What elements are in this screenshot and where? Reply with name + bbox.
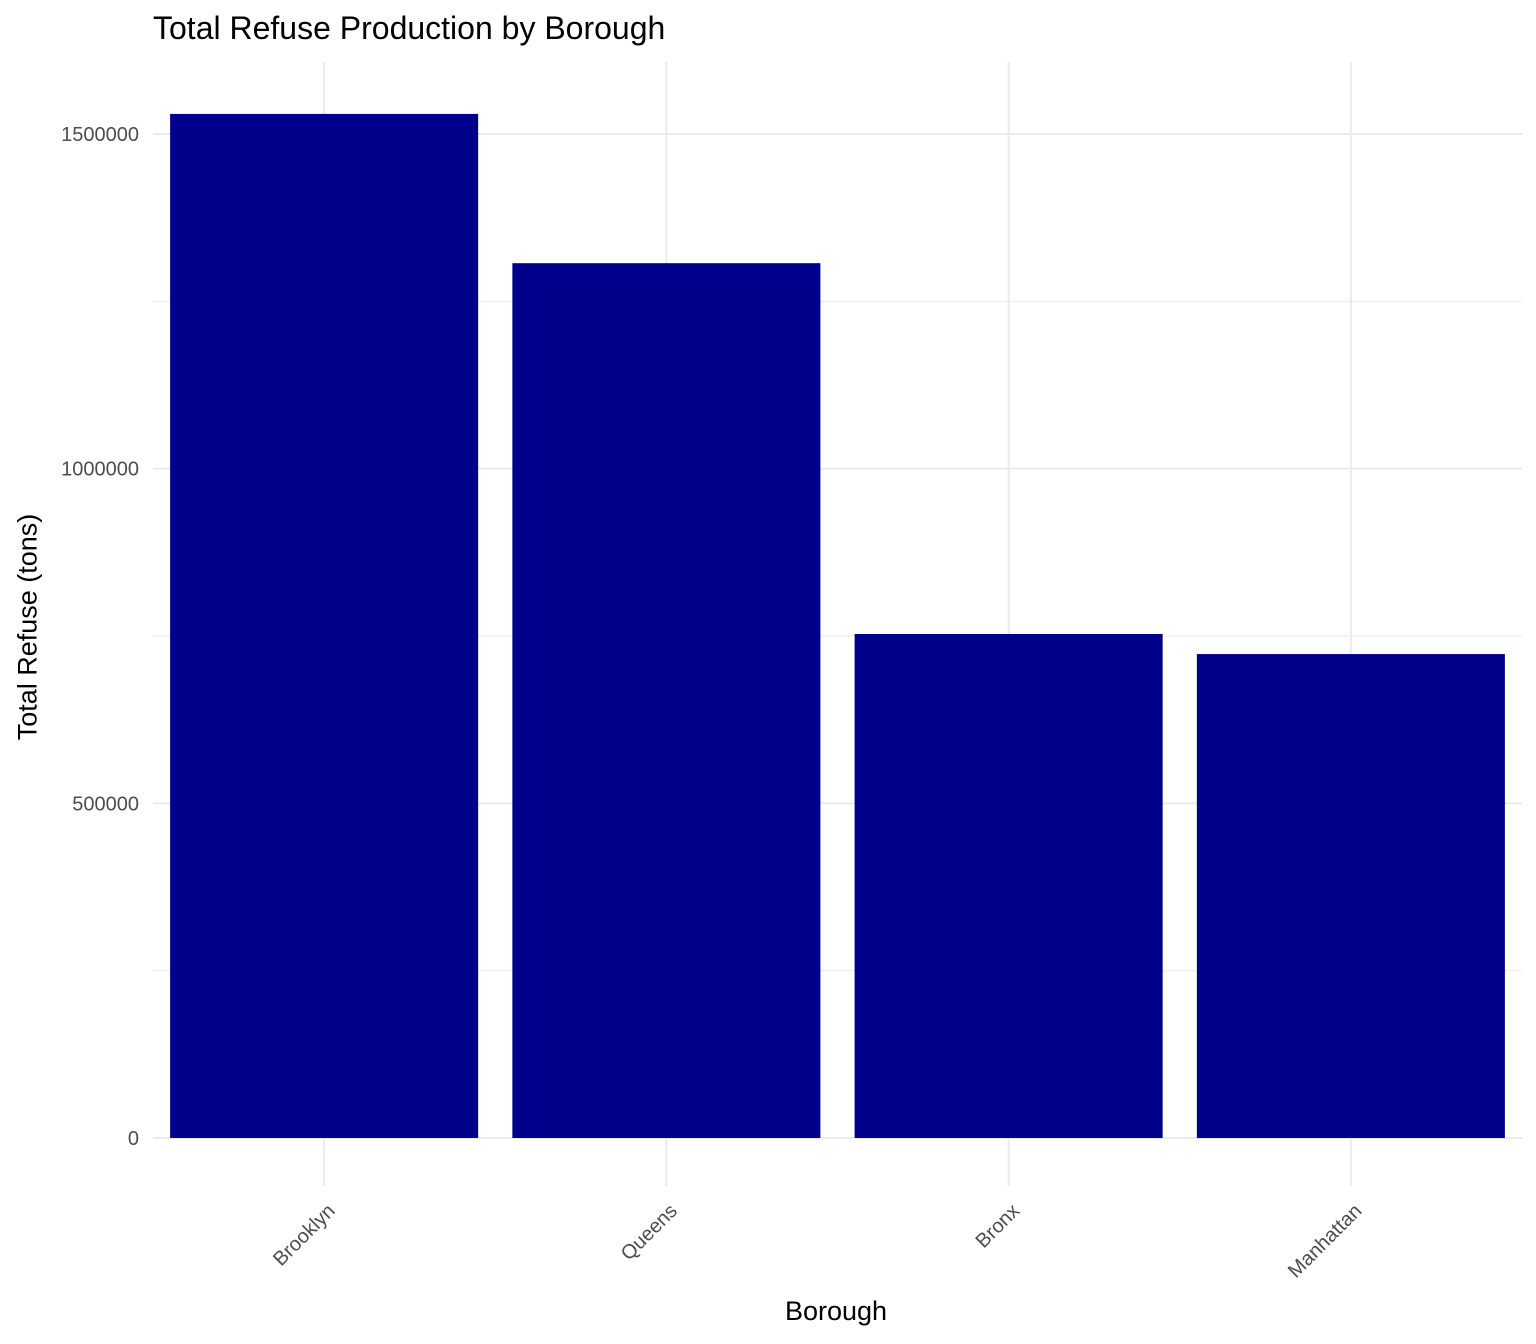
bar-bronx (854, 633, 1163, 1138)
bar-brooklyn (170, 113, 479, 1138)
y-tick-label: 1000000 (61, 459, 139, 481)
x-tick-label: Queens (617, 1200, 682, 1265)
bar-queens (512, 263, 821, 1138)
chart-title: Total Refuse Production by Borough (153, 10, 666, 46)
x-tick-label: Brooklyn (269, 1200, 340, 1271)
y-tick-label: 1500000 (61, 124, 139, 146)
y-tick-label: 0 (128, 1128, 139, 1150)
bar-manhattan (1196, 654, 1505, 1138)
x-tick-label: Bronx (972, 1200, 1025, 1253)
y-tick-label: 500000 (72, 793, 139, 815)
x-tick-label: Manhattan (1284, 1200, 1366, 1282)
x-axis-title: Borough (784, 1296, 888, 1326)
